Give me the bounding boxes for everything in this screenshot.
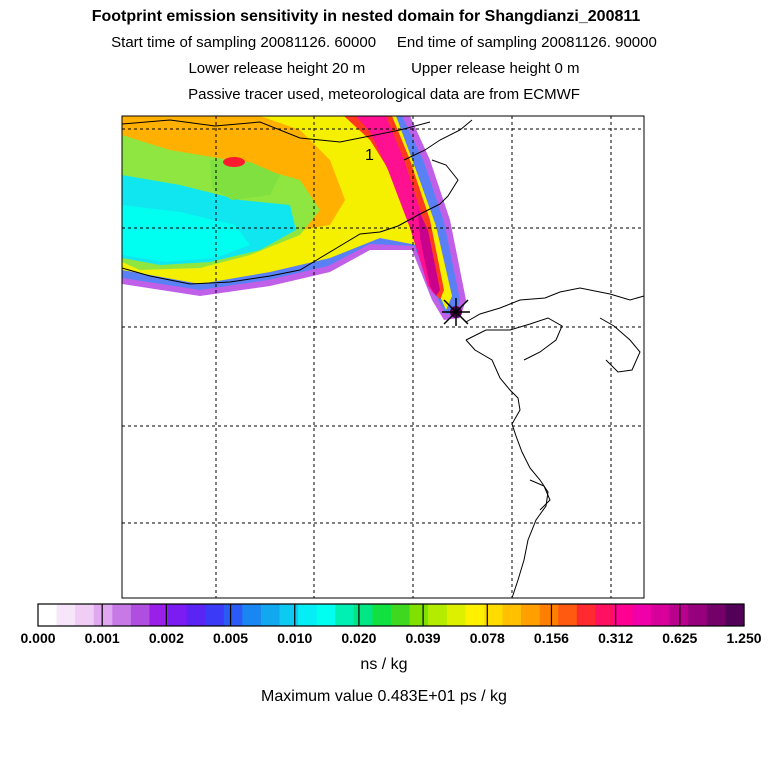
release-height-line: Lower release height 20 m Upper release … — [0, 60, 768, 77]
plume-green-spot — [210, 160, 280, 200]
bohai-coast-line — [122, 203, 441, 285]
upper-release-label: Upper release height 0 m — [411, 60, 580, 77]
colorbar-cell — [391, 604, 411, 626]
colorbar-cell — [335, 604, 355, 626]
colorbar-tick-label: 0.625 — [662, 630, 698, 646]
receptor-marker — [442, 298, 470, 326]
colorbar-cell — [465, 604, 485, 626]
colorbar-frame — [37, 603, 745, 627]
plume-hotspot — [223, 157, 245, 167]
maximum-value-label: Maximum value 0.483E+01 ps / kg — [261, 688, 507, 705]
colorbar-cell — [558, 604, 578, 626]
colorbar-cell — [112, 604, 132, 626]
colorbar-cell — [688, 604, 708, 626]
colorbar-cells — [38, 604, 745, 626]
start-time-label: Start time of sampling 20081126. 60000 — [111, 34, 377, 51]
colorbar-cell — [595, 604, 615, 626]
colorbar-cell — [298, 604, 318, 626]
plume-layer — [122, 116, 466, 320]
colorbar-cell — [168, 604, 188, 626]
colorbar-cell — [130, 604, 151, 626]
plume-cyan-bright — [122, 205, 250, 262]
colorbar-cell — [316, 604, 336, 626]
colorbar-tick-label: 0.010 — [277, 630, 313, 646]
colorbar-tick-label: 0.078 — [469, 630, 505, 646]
colorbar-cell — [279, 604, 299, 626]
contour-label: 1 — [365, 147, 374, 164]
colorbar-tick-label: 0.156 — [533, 630, 569, 646]
colorbar-cell — [521, 604, 541, 626]
sampling-time-line: Start time of sampling 20081126. 60000 E… — [0, 34, 768, 51]
colorbar-cell — [428, 604, 448, 626]
colorbar-cell — [576, 604, 596, 626]
colorbar-cell — [260, 604, 281, 626]
colorbar-dividers — [101, 604, 681, 626]
colorbar-cell — [409, 604, 429, 626]
grid-lines — [122, 116, 644, 598]
island-coast-line — [599, 317, 641, 373]
south-coast-line — [529, 479, 551, 511]
colorbar-tick-label: 0.020 — [341, 630, 377, 646]
peninsula-coast-line — [431, 159, 459, 205]
tracer-note: Passive tracer used, meteorological data… — [188, 86, 580, 103]
colorbar-tick-label: 0.039 — [405, 630, 441, 646]
colorbar-cell — [706, 604, 727, 626]
colorbar-cell — [651, 604, 671, 626]
plume-magenta-corridor — [356, 116, 438, 294]
figure-title: Footprint emission sensitivity in nested… — [91, 8, 641, 25]
map-frame — [121, 115, 645, 599]
colorbar-tick-label: 0.001 — [84, 630, 120, 646]
colorbar-unit-label: ns / kg — [360, 656, 408, 673]
colorbar-cell — [632, 604, 652, 626]
northern-border-line — [122, 119, 431, 143]
colorbar-cell — [38, 604, 58, 626]
korea-coast-line — [465, 287, 644, 323]
colorbar-cell — [446, 604, 466, 626]
colorbar-cell — [372, 604, 392, 626]
colorbar-cell — [613, 604, 634, 626]
colorbar-cell — [186, 604, 206, 626]
colorbar-cell — [205, 604, 225, 626]
plume-deep-corridor — [418, 210, 440, 296]
northeast-coast-line — [403, 119, 473, 161]
colorbar-tick-label: 0.002 — [148, 630, 184, 646]
colorbar-cell — [502, 604, 522, 626]
east-coast-line — [465, 339, 549, 598]
colorbar-cell — [539, 604, 559, 626]
colorbar-cell — [483, 604, 504, 626]
colorbar-cell — [75, 604, 95, 626]
colorbar-tick-label: 0.312 — [598, 630, 634, 646]
colorbar-cell — [242, 604, 262, 626]
coastline-layer — [122, 119, 644, 598]
shandong-coast-line — [465, 317, 563, 361]
colorbar-tick-label: 1.250 — [726, 630, 762, 646]
colorbar-tick-label: 0.005 — [213, 630, 249, 646]
colorbar-tick-label: 0.000 — [20, 630, 56, 646]
end-time-label: End time of sampling 20081126. 90000 — [396, 34, 657, 51]
colorbar — [37, 603, 745, 627]
colorbar-cell — [223, 604, 243, 626]
colorbar-cell — [725, 604, 745, 626]
lower-release-label: Lower release height 20 m — [188, 60, 366, 77]
colorbar-cell — [353, 604, 374, 626]
footprint-map: 1 — [121, 115, 645, 599]
colorbar-cell — [56, 604, 76, 626]
colorbar-cell — [93, 604, 113, 626]
colorbar-cell — [149, 604, 169, 626]
